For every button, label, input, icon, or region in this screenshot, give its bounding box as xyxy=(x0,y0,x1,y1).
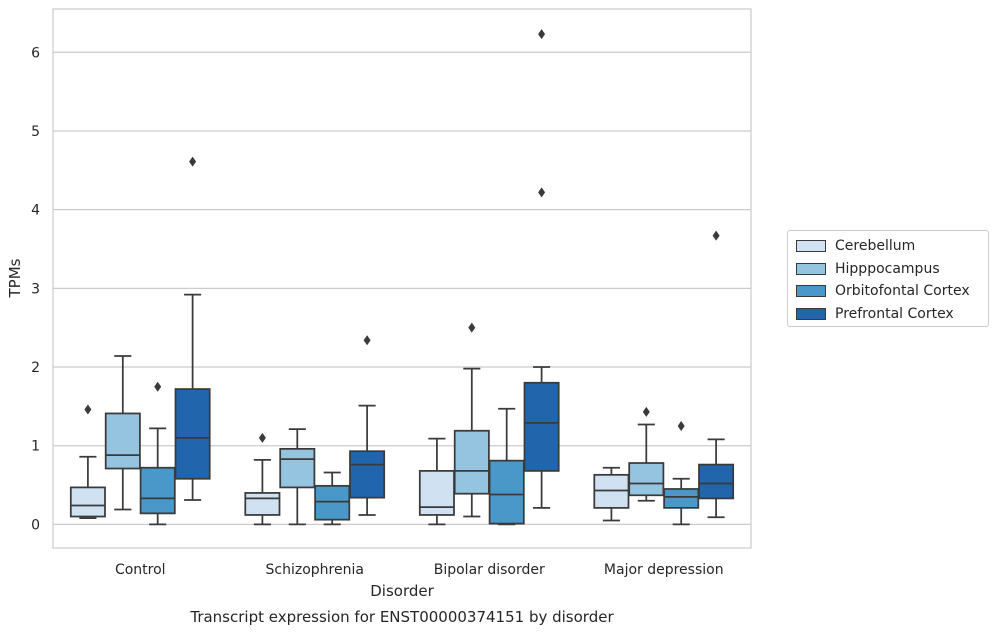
legend-label: Cerebellum xyxy=(835,238,916,255)
legend-swatch xyxy=(796,262,826,275)
box-group xyxy=(244,432,281,526)
x-axis-label: Disorder xyxy=(370,582,434,600)
box xyxy=(663,488,700,509)
outlier-point xyxy=(712,230,720,241)
box xyxy=(698,463,735,500)
y-tick-label: 1 xyxy=(31,439,40,455)
legend-item: Prefrontal Cortex xyxy=(796,303,980,326)
box xyxy=(349,450,386,499)
box xyxy=(523,381,560,472)
box-group xyxy=(69,404,106,519)
box xyxy=(69,486,106,518)
outlier-point xyxy=(189,156,197,167)
box xyxy=(139,466,176,515)
box xyxy=(418,470,455,516)
legend-label: Prefrontal Cortex xyxy=(835,305,954,322)
outlier-point xyxy=(468,322,476,333)
x-tick-label: Bipolar disorder xyxy=(434,562,545,578)
legend-swatch xyxy=(796,285,826,298)
box-group xyxy=(488,407,525,526)
box-group xyxy=(593,466,630,522)
legend-label: Orbitofontal Cortex xyxy=(835,283,970,300)
outlier-point xyxy=(154,381,162,392)
outlier-point xyxy=(258,432,266,443)
box-group xyxy=(453,322,490,518)
x-tick-label: Major depression xyxy=(604,562,724,578)
y-axis-label: TPMs xyxy=(6,258,24,298)
legend-item: Orbitofontal Cortex xyxy=(796,280,980,303)
y-tick-label: 4 xyxy=(31,203,40,219)
box-group xyxy=(279,428,316,526)
boxes-layer xyxy=(69,29,735,526)
y-tick-labels: 0 1 2 3 4 5 6 xyxy=(31,45,40,533)
box-group xyxy=(349,335,386,516)
legend-item: Hipppocampus xyxy=(796,258,980,281)
legend-swatch xyxy=(796,307,826,320)
box-group xyxy=(698,230,735,519)
outlier-point xyxy=(363,335,371,346)
y-tick-label: 3 xyxy=(31,281,40,297)
legend-swatch xyxy=(796,240,826,253)
outlier-point xyxy=(642,406,650,417)
box xyxy=(244,492,281,516)
y-tick-label: 2 xyxy=(31,360,40,376)
plot-frame xyxy=(52,8,752,549)
outlier-point xyxy=(677,421,685,432)
legend: Cerebellum Hipppocampus Orbitofontal Cor… xyxy=(787,230,989,327)
box-group xyxy=(104,355,141,511)
grid-lines xyxy=(53,51,751,526)
box-group xyxy=(663,421,700,526)
y-tick-label: 5 xyxy=(31,124,40,140)
box xyxy=(628,462,665,497)
box-group xyxy=(139,381,176,526)
box xyxy=(453,429,490,495)
outlier-point xyxy=(538,187,546,198)
box-group xyxy=(628,406,665,502)
box-group xyxy=(523,29,560,509)
y-tick-label: 6 xyxy=(31,45,40,61)
x-tick-label: Schizophrenia xyxy=(266,562,364,578)
box xyxy=(174,388,211,480)
box xyxy=(279,447,316,489)
box xyxy=(488,459,525,525)
box-group xyxy=(418,437,455,526)
box-group xyxy=(174,156,211,501)
box xyxy=(104,412,141,470)
box-group xyxy=(314,471,351,526)
y-tick-label: 0 xyxy=(31,517,40,533)
chart-title: Transcript expression for ENST0000037415… xyxy=(189,608,614,626)
x-tick-label: Control xyxy=(115,562,166,578)
legend-item: Cerebellum xyxy=(796,235,980,258)
x-tick-labels: Control Schizophrenia Bipolar disorder Majo… xyxy=(115,562,724,578)
legend-label: Hipppocampus xyxy=(835,260,940,277)
outlier-point xyxy=(538,29,546,40)
outlier-point xyxy=(84,404,92,415)
box xyxy=(314,484,351,521)
